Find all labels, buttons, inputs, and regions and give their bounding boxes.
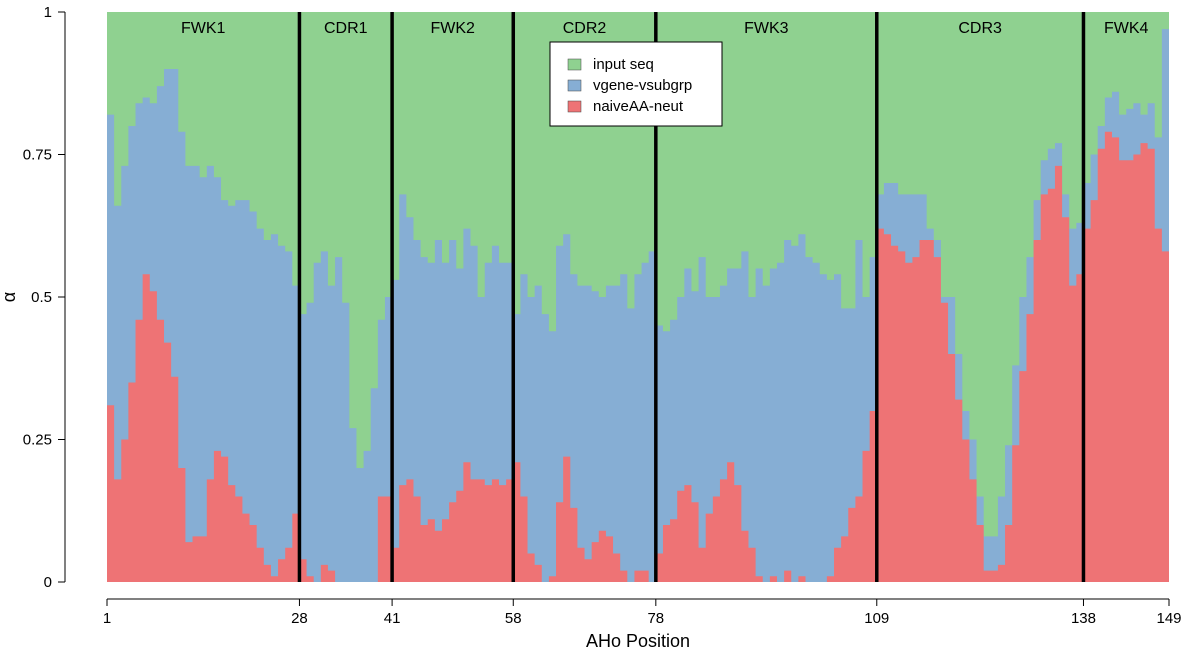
legend-label-vgene-vsubgrp: vgene-vsubgrp [593,77,692,94]
legend-label-input-seq: input seq [593,56,654,73]
y-tick-label-0: 0 [44,574,52,591]
x-tick-label-109: 109 [864,610,889,627]
legend-swatch-naiveaa-neut [567,100,582,113]
x-tick-label-28: 28 [291,610,308,627]
y-axis-title: α [0,292,19,302]
y-tick-label-1: 1 [44,4,52,21]
region-label-fwk4: FWK4 [1104,20,1149,37]
region-label-fwk3: FWK3 [744,20,789,37]
region-label-cdr2: CDR2 [563,20,607,37]
legend: input seq vgene-vsubgrp naiveAA-neut [549,41,723,127]
y-axis: 0 0.25 0.5 0.75 1 [23,4,66,591]
y-tick-label-0.75: 0.75 [23,147,52,164]
y-tick-label-0.5: 0.5 [31,289,52,306]
x-tick-label-58: 58 [505,610,522,627]
region-boundaries [297,12,1086,582]
x-tick-label-1: 1 [103,610,111,627]
naiveAA-neut-area [107,131,1169,582]
x-axis-title: AHo Position [586,631,690,651]
legend-swatch-input-seq [567,58,582,71]
legend-swatch-vgene-vsubgrp [567,79,582,92]
x-axis: 1 28 41 58 78 109 138 149 [103,598,1182,627]
region-labels: FWK1 CDR1 FWK2 CDR2 FWK3 CDR3 FWK4 [181,20,1149,37]
region-label-fwk2: FWK2 [430,20,475,37]
region-label-cdr1: CDR1 [324,20,368,37]
legend-label-naiveaa-neut: naiveAA-neut [593,98,684,115]
region-label-fwk1: FWK1 [181,20,226,37]
region-label-cdr3: CDR3 [958,20,1002,37]
x-tick-label-41: 41 [384,610,401,627]
x-tick-label-78: 78 [647,610,664,627]
x-tick-label-149: 149 [1156,610,1181,627]
y-tick-label-0.25: 0.25 [23,432,52,449]
x-tick-label-138: 138 [1071,610,1096,627]
